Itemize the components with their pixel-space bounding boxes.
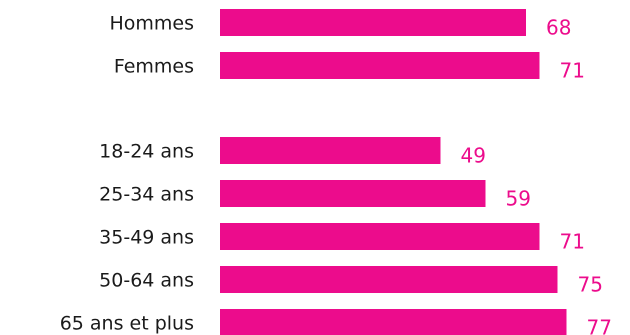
value-label: 71 [560, 230, 585, 254]
bar [220, 52, 540, 79]
category-label: Hommes [109, 13, 194, 35]
category-label: 50-64 ans [99, 270, 194, 292]
chart-marks: Hommes 68 Femmes 71 18-24 ans 49 25-34 ans 59 35… [60, 9, 612, 335]
value-label: 59 [506, 187, 531, 211]
bar [220, 9, 526, 36]
value-label: 49 [461, 144, 486, 168]
value-label: 77 [587, 316, 612, 335]
value-label: 71 [560, 59, 585, 83]
bar [220, 223, 540, 250]
bar [220, 266, 558, 293]
category-label: 18-24 ans [99, 141, 194, 163]
category-label: 35-49 ans [99, 227, 194, 249]
value-label: 75 [578, 273, 603, 297]
category-label: 25-34 ans [99, 184, 194, 206]
category-label: Femmes [114, 56, 194, 78]
bar [220, 180, 486, 207]
value-label: 68 [546, 16, 571, 40]
bar [220, 309, 567, 335]
bar [220, 137, 441, 164]
category-label: 65 ans et plus [60, 313, 194, 335]
